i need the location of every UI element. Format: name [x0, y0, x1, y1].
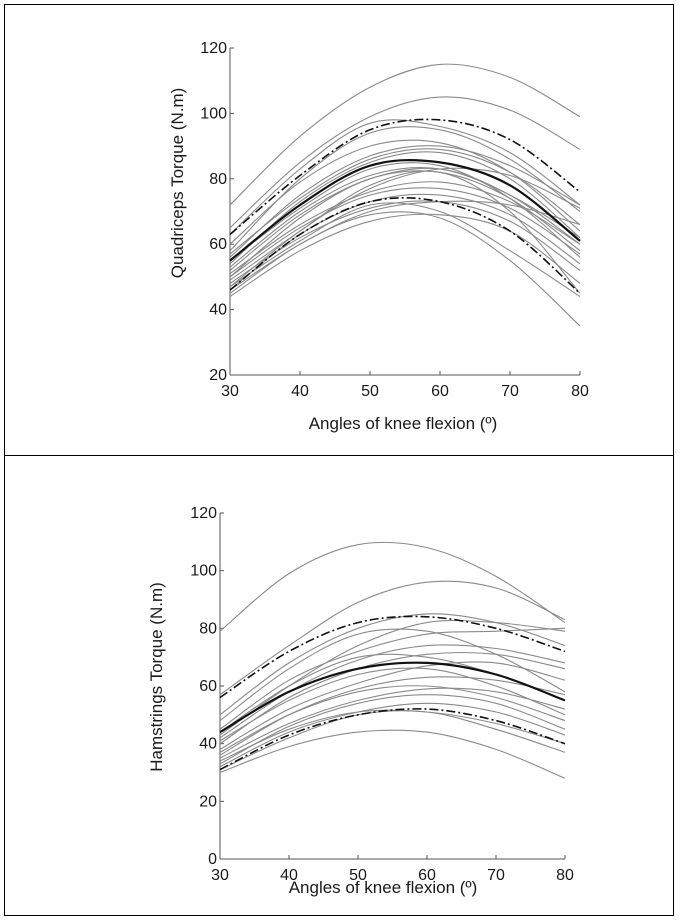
mean-series-line — [229, 159, 581, 262]
subject-series-line — [229, 139, 581, 245]
subject-series-line — [229, 181, 581, 275]
y-tick-label: 40 — [199, 736, 217, 753]
x-tick-label: 40 — [280, 867, 298, 884]
subject-series-line — [219, 694, 566, 765]
subject-series-line — [219, 685, 566, 753]
y-tick-label: 80 — [199, 620, 217, 637]
sd-series-line — [229, 197, 581, 294]
x-tick-label: 70 — [487, 867, 505, 884]
subject-series-line — [219, 627, 566, 730]
subject-series-line — [219, 709, 566, 762]
subject-series-line — [229, 202, 581, 297]
y-tick-label: 60 — [209, 236, 227, 253]
x-tick-label: 50 — [349, 867, 367, 884]
x-tick-label: 70 — [501, 383, 519, 400]
chart-ylabel: Hamstrings Torque (N.m) — [147, 582, 166, 772]
subject-series-line — [219, 710, 566, 771]
subject-series-line — [219, 702, 566, 768]
y-tick-label: 60 — [199, 678, 217, 695]
y-tick-label: 40 — [209, 302, 227, 319]
subject-series-line — [219, 613, 566, 716]
y-tick-label: 80 — [209, 171, 227, 188]
chart-xlabel: Angles of knee flexion (º) — [289, 878, 478, 897]
hamstrings-torque-chart: Hamstrings Torque (N.m) Angles of knee f… — [147, 505, 574, 897]
subject-series-line — [229, 167, 581, 268]
y-tick-label: 120 — [200, 40, 227, 57]
hamstrings-panel: Hamstrings Torque (N.m) Angles of knee f… — [5, 456, 673, 915]
x-tick-label: 60 — [418, 867, 436, 884]
subject-series-line — [219, 661, 566, 750]
subject-series-line — [229, 187, 581, 278]
subject-series-line — [229, 145, 581, 258]
subject-series-line — [219, 651, 566, 745]
subject-series-line — [229, 148, 581, 255]
subject-series-line — [229, 162, 581, 262]
y-tick-label: 100 — [200, 105, 227, 122]
subject-series-line — [229, 119, 581, 235]
subject-series-line — [219, 541, 566, 632]
sd-series-line — [219, 615, 566, 699]
sd-series-line — [219, 708, 566, 771]
panel-divider — [4, 455, 674, 456]
x-tick-label: 30 — [211, 867, 229, 884]
y-tick-label: 100 — [190, 563, 217, 580]
subject-series-line — [219, 667, 566, 742]
y-tick-label: 0 — [208, 851, 217, 868]
subject-series-line — [229, 167, 581, 271]
subject-series-line — [229, 126, 581, 252]
subject-series-line — [229, 96, 581, 229]
x-tick-label: 80 — [571, 383, 589, 400]
subject-series-line — [219, 619, 566, 736]
x-tick-label: 40 — [291, 383, 309, 400]
subject-series-line — [229, 200, 581, 284]
x-tick-label: 30 — [221, 383, 239, 400]
subject-series-line — [229, 151, 581, 265]
y-tick-label: 120 — [190, 505, 217, 522]
subject-series-line — [219, 729, 566, 779]
subject-series-line — [219, 580, 566, 696]
subject-series-line — [219, 628, 566, 722]
subject-series-line — [229, 200, 581, 291]
quadriceps-panel: Quadriceps Torque (N.m) Angles of knee f… — [5, 5, 673, 455]
subject-series-line — [229, 170, 581, 278]
figure-frame — [4, 4, 674, 916]
sd-series-line — [229, 118, 581, 236]
y-tick-label: 20 — [199, 793, 217, 810]
subject-series-line — [219, 687, 566, 759]
subject-series-line — [229, 170, 581, 294]
x-tick-label: 60 — [431, 383, 449, 400]
subject-series-line — [229, 213, 581, 297]
x-tick-label: 50 — [361, 383, 379, 400]
mean-series-line — [219, 661, 566, 734]
chart-xlabel: Angles of knee flexion (º) — [309, 414, 498, 433]
chart-ylabel: Quadriceps Torque (N.m) — [168, 88, 187, 279]
quadriceps-torque-chart: Quadriceps Torque (N.m) Angles of knee f… — [168, 40, 589, 433]
y-tick-label: 20 — [209, 367, 227, 384]
subject-series-line — [229, 63, 581, 206]
x-tick-label: 80 — [556, 867, 574, 884]
